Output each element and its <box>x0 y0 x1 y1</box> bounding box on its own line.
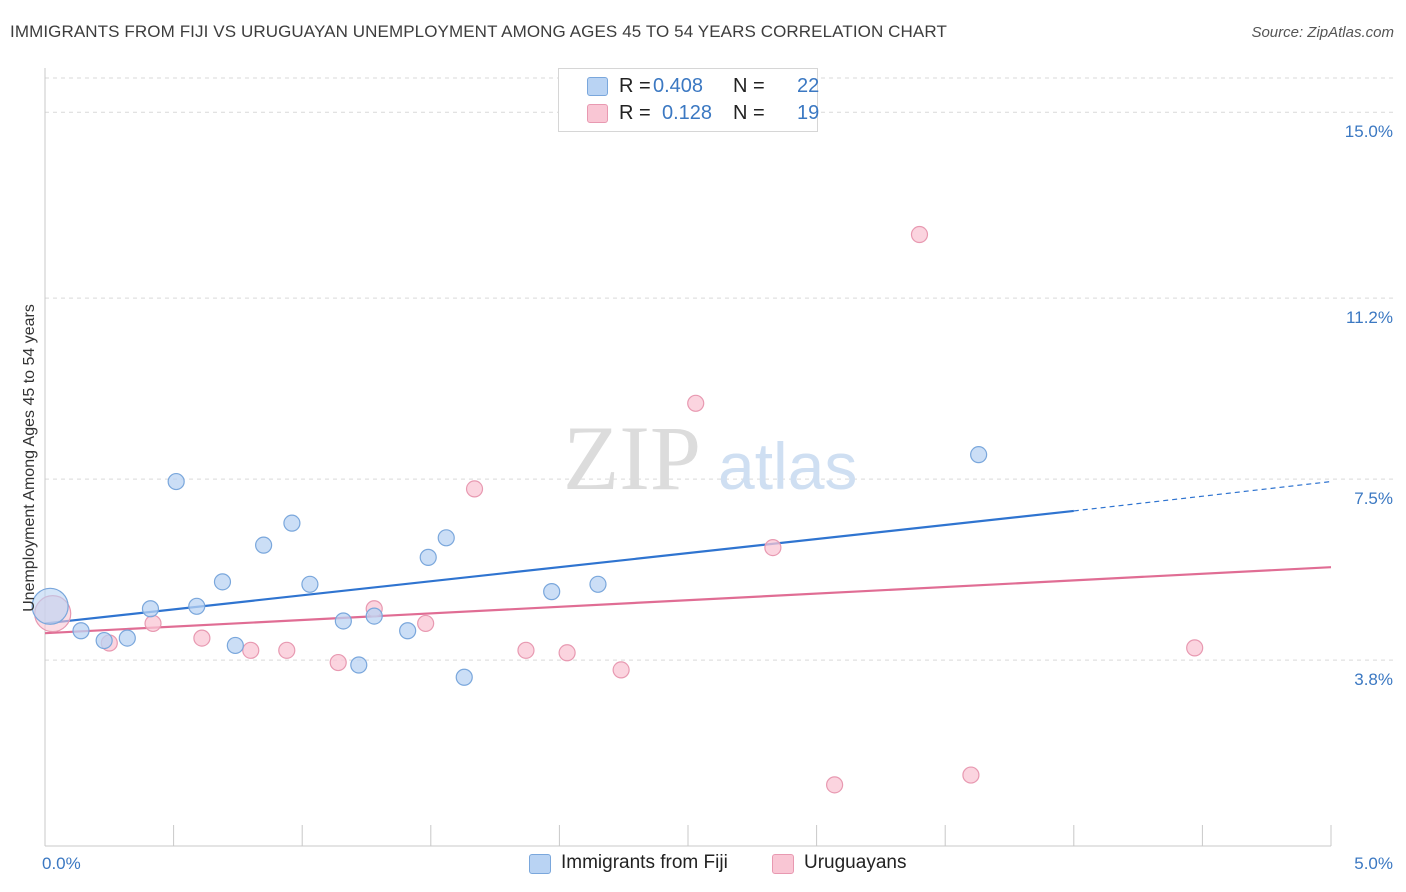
y-tick-labels: 15.0% 11.2% 7.5% 3.8% <box>1345 122 1393 689</box>
point-uruguayans <box>612 661 630 679</box>
point-fiji <box>188 597 206 615</box>
point-fiji <box>226 636 244 655</box>
point-fiji <box>350 656 368 674</box>
point-uruguayans <box>826 776 844 794</box>
point-fiji <box>399 622 417 640</box>
point-fiji <box>72 622 90 640</box>
y-axis-title: Unemployment Among Ages 45 to 54 years <box>21 304 38 612</box>
point-uruguayans <box>144 614 162 633</box>
x-tick-labels: 0.0% 5.0% <box>42 854 1393 873</box>
watermark-zip: ZIP <box>563 407 701 509</box>
point-fiji <box>419 548 437 566</box>
series-swatch-uruguayans <box>772 854 794 874</box>
point-uruguayans <box>278 641 296 659</box>
point-fiji <box>455 668 473 686</box>
point-uruguayans <box>558 644 576 662</box>
y-tick-label: 11.2% <box>1346 308 1393 327</box>
point-fiji <box>283 514 301 532</box>
point-uruguayans <box>1186 639 1204 657</box>
point-uruguayans <box>687 394 705 412</box>
point-uruguayans <box>962 766 980 784</box>
point-uruguayans <box>517 641 535 659</box>
point-fiji <box>31 587 69 625</box>
point-fiji <box>589 575 607 593</box>
trend-line-uruguayans <box>44 566 1332 635</box>
gridlines <box>45 77 1395 661</box>
series-label-uruguayans: Uruguayans <box>804 852 907 873</box>
y-tick-label: 15.0% <box>1345 122 1393 141</box>
chart-title: IMMIGRANTS FROM FIJI VS URUGUAYAN UNEMPL… <box>10 22 947 41</box>
y-tick-label: 3.8% <box>1354 670 1393 689</box>
data-points <box>31 225 1204 794</box>
point-fiji <box>543 583 561 601</box>
legend-n-label: N = <box>733 75 765 97</box>
point-fiji <box>95 631 113 650</box>
point-fiji <box>334 612 352 630</box>
y-tick-label: 7.5% <box>1354 489 1393 508</box>
axes <box>44 68 1332 847</box>
legend-swatch-uruguayans <box>587 104 608 123</box>
point-fiji <box>437 529 455 547</box>
correlation-legend: R = 0.408 N = 22 R = 0.128 N = 19 <box>558 68 820 132</box>
point-uruguayans <box>417 614 435 633</box>
point-uruguayans <box>465 480 484 498</box>
legend-r-value-uruguayans: 0.128 <box>662 102 713 124</box>
x-tick-label-min: 0.0% <box>42 854 81 873</box>
point-fiji <box>301 575 319 593</box>
watermark-atlas: atlas <box>718 429 857 503</box>
point-fiji <box>167 472 185 491</box>
x-tick-label-max: 5.0% <box>1354 854 1393 873</box>
point-uruguayans <box>910 225 929 244</box>
series-legend: Immigrants from Fiji Uruguayans <box>0 852 1406 878</box>
trend-line-fiji <box>44 509 1074 625</box>
point-uruguayans <box>242 641 260 659</box>
trend-lines <box>44 480 1332 635</box>
point-uruguayans <box>329 653 347 672</box>
point-uruguayans <box>764 539 782 557</box>
legend-r-value-fiji: 0.408 <box>653 75 704 97</box>
series-swatch-fiji <box>529 854 551 874</box>
point-fiji <box>118 629 136 647</box>
trend-line-fiji-projection <box>1073 480 1332 512</box>
source-credit: Source: ZipAtlas.com <box>1251 24 1394 41</box>
point-fiji <box>255 536 273 554</box>
legend-swatch-fiji <box>587 77 608 96</box>
series-label-fiji: Immigrants from Fiji <box>561 852 728 873</box>
legend-n-value-fiji: 22 <box>797 75 820 97</box>
legend-r-label: R = <box>619 75 651 97</box>
point-fiji <box>141 600 160 618</box>
point-fiji <box>365 607 383 625</box>
point-fiji <box>970 446 988 464</box>
legend-n-value-uruguayans: 19 <box>797 102 820 124</box>
watermark: ZIP atlas <box>563 407 857 509</box>
legend-n-label: N = <box>733 102 765 124</box>
point-uruguayans <box>193 629 211 647</box>
point-fiji <box>213 573 232 591</box>
legend-r-label: R = <box>619 102 651 124</box>
